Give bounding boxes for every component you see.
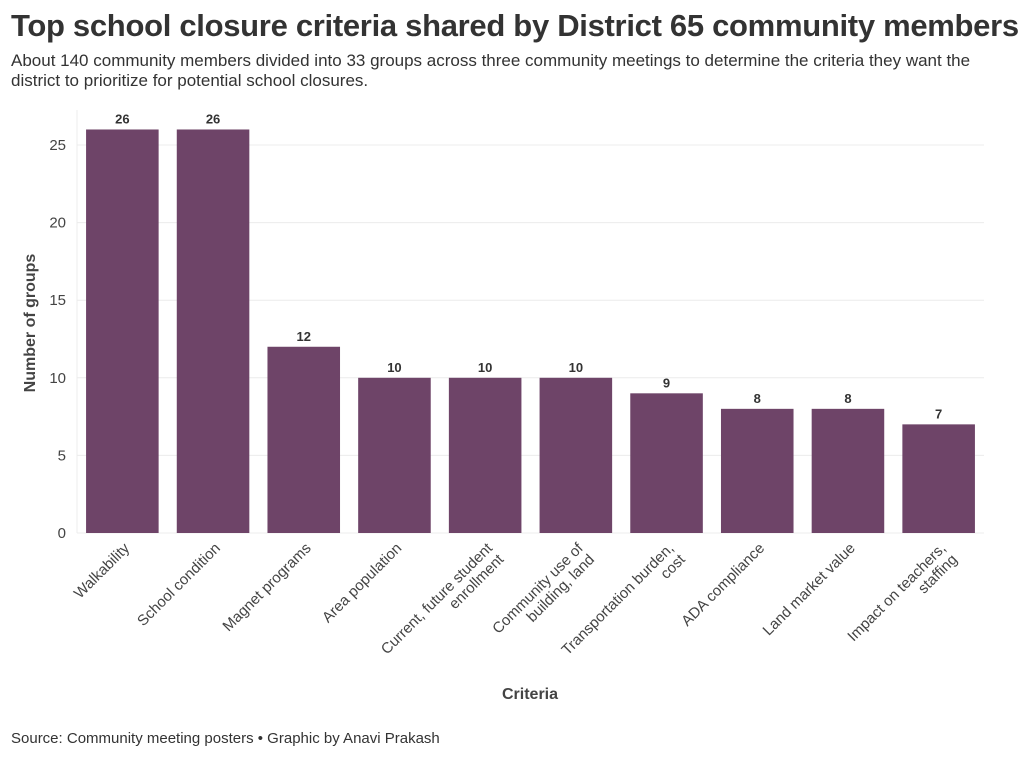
y-tick-label: 25 [49, 137, 66, 154]
bar [176, 129, 250, 534]
data-label: 8 [844, 391, 851, 406]
x-category-label: School condition [134, 540, 224, 630]
chart-title: Top school closure criteria shared by Di… [11, 8, 1019, 43]
bar [902, 424, 975, 533]
bar [811, 408, 885, 533]
x-category-label: ADA compliance [678, 540, 768, 630]
y-axis-title: Number of groups [22, 254, 39, 393]
bar [86, 129, 159, 534]
data-label: 26 [206, 111, 220, 126]
y-tick-label: 0 [58, 525, 66, 542]
bar [448, 377, 522, 533]
bars [86, 129, 975, 534]
x-axis-title: Criteria [502, 686, 558, 703]
data-label: 26 [115, 111, 129, 126]
x-category-label: Area population [319, 540, 405, 626]
y-tick-label: 10 [49, 370, 66, 387]
bar [267, 346, 341, 533]
data-labels: 26 26 12 10 10 10 9 8 8 7 [115, 111, 942, 421]
data-label: 10 [478, 360, 492, 375]
data-label: 10 [569, 360, 583, 375]
chart-subtitle: About 140 community members divided into… [11, 51, 971, 90]
data-label: 10 [387, 360, 401, 375]
bar [630, 393, 703, 533]
x-category-label: Walkability [71, 539, 134, 602]
data-label: 12 [297, 329, 311, 344]
data-label: 8 [754, 391, 761, 406]
data-label: 9 [663, 375, 670, 390]
x-category-label: Magnet programs [219, 540, 314, 635]
y-tick-label: 20 [49, 215, 66, 232]
x-category-label: Land market value [759, 540, 858, 639]
y-tick-label: 5 [58, 447, 66, 464]
bar [720, 408, 794, 533]
data-label: 7 [935, 406, 942, 421]
x-category-label: Impact on teachers,staffing [844, 540, 960, 656]
source-credit: Source: Community meeting posters • Grap… [11, 730, 440, 747]
bar [358, 377, 431, 533]
y-tick-label: 15 [49, 292, 66, 309]
y-axis-ticks: 0 5 10 15 20 25 [49, 137, 66, 542]
bar [539, 377, 613, 533]
